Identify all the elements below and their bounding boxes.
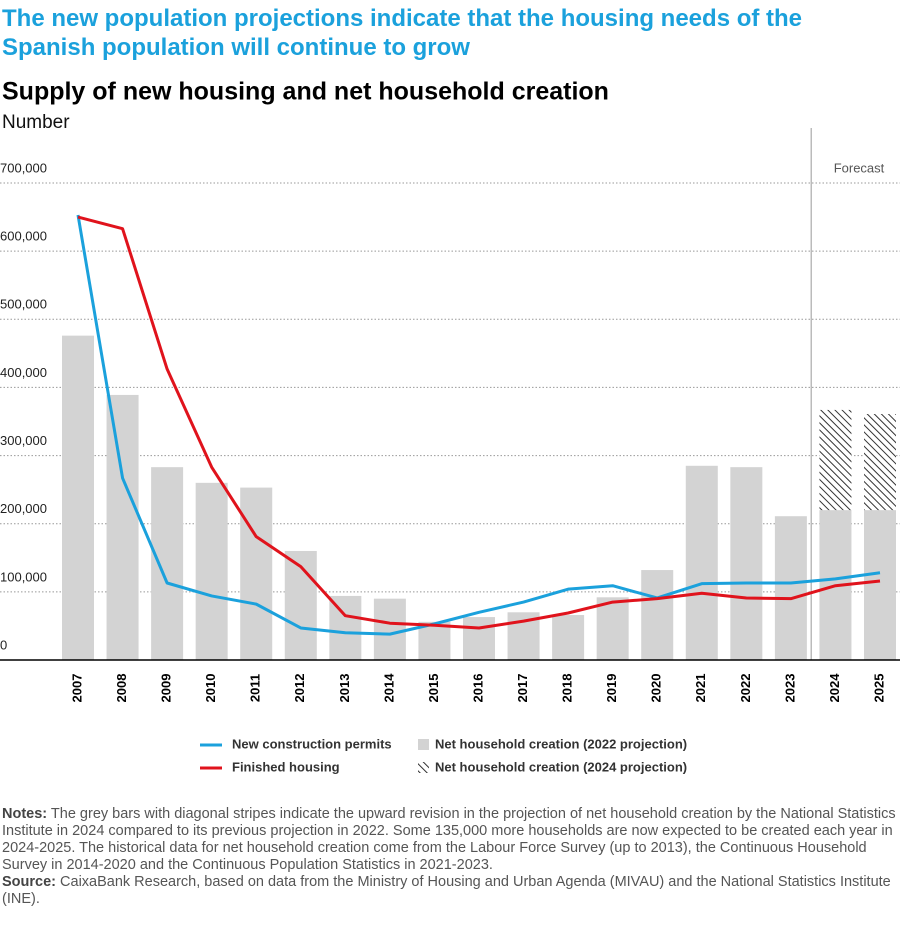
x-tick-label: 2025 — [871, 674, 886, 703]
x-tick-label: 2015 — [426, 674, 441, 703]
x-tick-label: 2022 — [738, 674, 753, 703]
legend-label: Finished housing — [232, 759, 340, 774]
x-tick-label: 2016 — [470, 674, 485, 703]
x-tick-label: 2013 — [337, 674, 352, 703]
source-text: Source: CaixaBank Research, based on dat… — [2, 874, 896, 908]
source-body: CaixaBank Research, based on data from t… — [2, 874, 891, 907]
headline: The new population projections indicate … — [2, 5, 802, 61]
y-tick-label: 100,000 — [0, 569, 47, 584]
source-label: Source: — [2, 874, 56, 890]
y-tick-label: 300,000 — [0, 433, 47, 448]
x-tick-label: 2017 — [515, 674, 530, 703]
bar — [596, 597, 629, 660]
bar — [864, 414, 896, 511]
x-tick-label: 2014 — [381, 673, 396, 703]
x-tick-label: 2010 — [203, 674, 218, 703]
notes-text: Notes: The grey bars with diagonal strip… — [2, 806, 896, 874]
bar — [418, 621, 451, 660]
bar — [373, 598, 406, 660]
bar — [730, 467, 763, 660]
bar — [552, 615, 585, 660]
x-tick-label: 2007 — [69, 674, 84, 703]
bar — [106, 394, 139, 660]
bar — [819, 409, 852, 511]
subtitle: Number — [2, 112, 70, 133]
x-tick-label: 2023 — [782, 674, 797, 703]
forecast-label: Forecast — [834, 160, 885, 175]
notes-body: The grey bars with diagonal stripes indi… — [2, 806, 896, 873]
chart: The new population projections indicate … — [0, 5, 900, 774]
notes: Notes: The grey bars with diagonal strip… — [2, 806, 896, 908]
y-tick-label: 700,000 — [0, 160, 47, 175]
x-tick-label: 2021 — [693, 674, 708, 703]
y-tick-label: 200,000 — [0, 501, 47, 516]
x-tick-label: 2008 — [114, 674, 129, 703]
bar — [329, 595, 362, 660]
bar — [463, 617, 495, 660]
legend-swatch — [418, 762, 429, 773]
x-tick-label: 2024 — [827, 673, 842, 703]
bar — [62, 335, 94, 660]
bar — [641, 570, 674, 660]
notes-label: Notes: — [2, 806, 48, 822]
line — [76, 214, 881, 636]
y-tick-label: 0 — [0, 637, 7, 652]
bar — [240, 487, 273, 660]
x-tick-label: 2012 — [292, 674, 307, 703]
line — [77, 215, 881, 630]
x-tick-label: 2019 — [604, 674, 619, 703]
y-tick-label: 400,000 — [0, 365, 47, 380]
x-tick-label: 2011 — [248, 674, 263, 702]
x-tick-label: 2020 — [649, 674, 664, 703]
legend-label: Net household creation (2024 projection) — [435, 759, 687, 774]
x-tick-label: 2009 — [159, 674, 174, 703]
legend-swatch — [418, 739, 429, 750]
bar — [284, 550, 317, 660]
bar — [774, 516, 807, 660]
chart-title: Supply of new housing and net household … — [2, 78, 609, 106]
y-tick-label: 500,000 — [0, 297, 47, 312]
bar — [151, 467, 184, 660]
bar — [864, 510, 896, 660]
y-tick-label: 600,000 — [0, 229, 47, 244]
legend-label: Net household creation (2022 projection) — [435, 736, 687, 751]
legend-label: New construction permits — [232, 736, 392, 751]
x-tick-label: 2018 — [560, 674, 575, 703]
bar — [195, 482, 228, 660]
bar — [685, 465, 718, 660]
